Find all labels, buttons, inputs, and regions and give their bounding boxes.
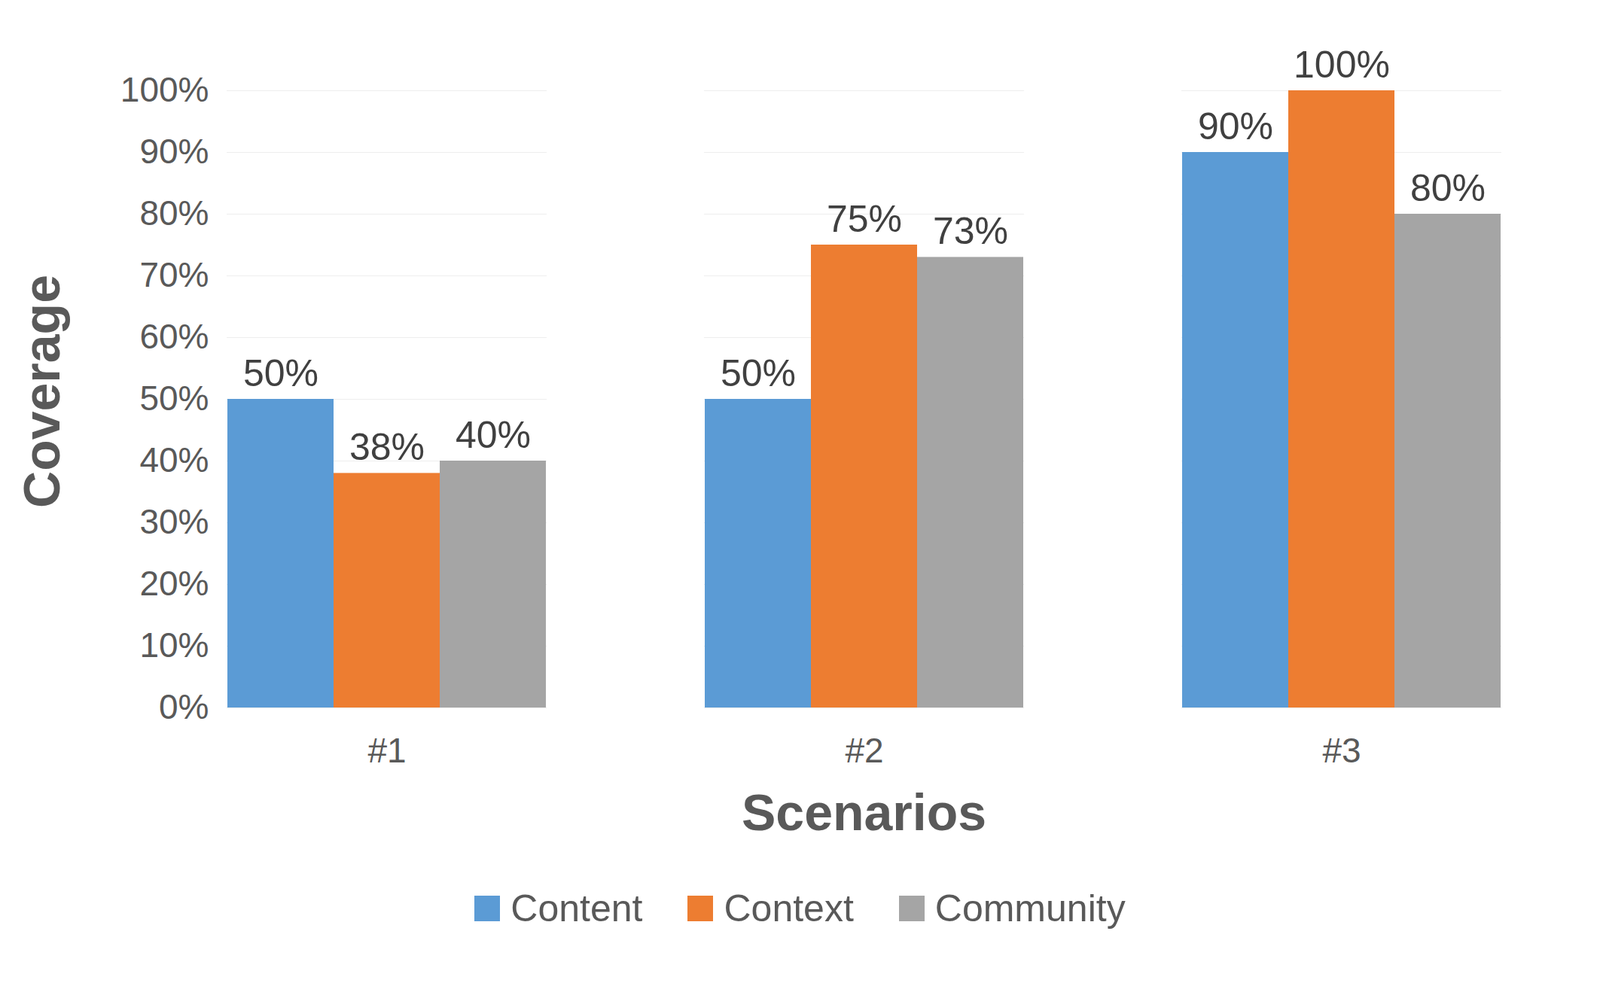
svg-text:38%: 38%	[349, 426, 425, 469]
svg-text:80%: 80%	[1410, 167, 1486, 210]
svg-text:90%: 90%	[1197, 105, 1274, 148]
svg-text:50%: 50%	[720, 352, 796, 395]
svg-text:90%: 90%	[139, 131, 209, 171]
svg-text:40%: 40%	[455, 414, 531, 457]
svg-text:60%: 60%	[139, 316, 209, 357]
html-text:Scenarios: Scenarios	[741, 783, 987, 842]
svg-text:0%: 0%	[158, 687, 209, 727]
svg-text:75%: 75%	[826, 198, 903, 241]
html-text:Content: Content	[510, 887, 643, 930]
svg-text:#3: #3	[1322, 731, 1361, 771]
svg-text:20%: 20%	[139, 563, 209, 604]
svg-text:30%: 30%	[139, 502, 209, 542]
html-text:Context: Context	[723, 887, 854, 930]
html-text:Community: Community	[935, 887, 1126, 930]
svg-text:#1: #1	[367, 731, 406, 771]
svg-text:73%: 73%	[932, 210, 1009, 253]
svg-text:10%: 10%	[139, 625, 209, 665]
svg-text:100%: 100%	[1293, 43, 1390, 86]
svg-text:100%: 100%	[120, 70, 210, 110]
svg-text:80%: 80%	[139, 193, 209, 233]
svg-text:50%: 50%	[243, 352, 319, 395]
svg-text:50%: 50%	[139, 378, 209, 418]
svg-text:70%: 70%	[139, 255, 209, 295]
svg-text:40%: 40%	[139, 440, 209, 480]
svg-text:#2: #2	[844, 731, 884, 771]
html-text:Coverage: Coverage	[12, 274, 71, 509]
